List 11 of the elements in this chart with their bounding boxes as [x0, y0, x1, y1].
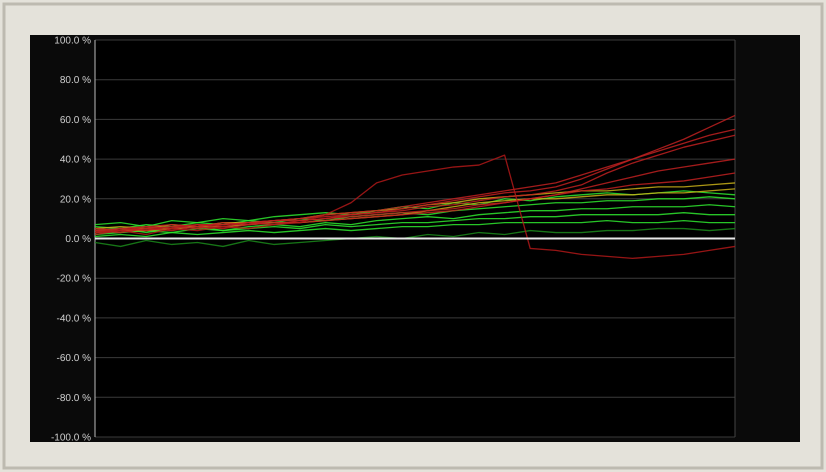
y-tick-label: 80.0 % [60, 75, 92, 86]
y-tick-label: -20.0 % [56, 274, 92, 285]
y-tick-label: 40.0 % [60, 154, 92, 166]
y-tick-label: 20.0 % [60, 194, 92, 206]
y-tick-label: -40.0 % [56, 313, 92, 324]
y-tick-label: -80.0 % [56, 392, 92, 404]
y-tick-label: 0.0 % [65, 234, 92, 245]
y-tick-label: -60.0 % [56, 353, 92, 364]
y-tick-label: 60.0 % [60, 114, 92, 126]
y-tick-label: -100.0 % [50, 432, 92, 444]
y-tick-label: 100.0 % [54, 36, 92, 46]
